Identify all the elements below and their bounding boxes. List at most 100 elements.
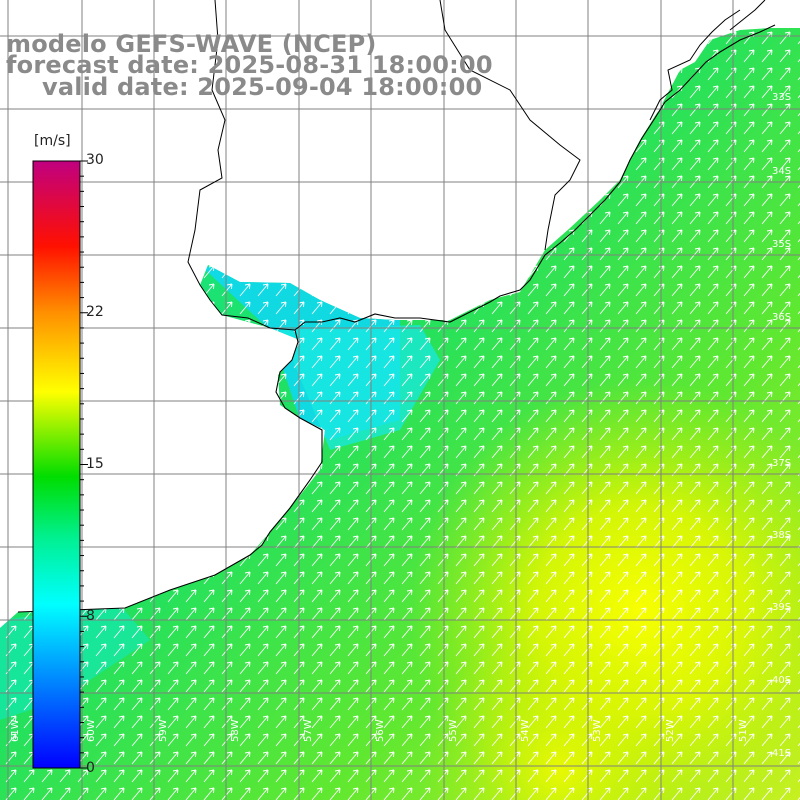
wind-arrow xyxy=(329,427,341,441)
wind-arrow xyxy=(491,697,503,711)
wind-arrow xyxy=(401,643,413,657)
wind-arrow xyxy=(743,535,755,549)
wind-arrow xyxy=(401,589,413,603)
wind-arrow xyxy=(275,625,287,639)
wind-arrow xyxy=(545,319,557,333)
wind-arrow xyxy=(383,283,395,297)
wind-arrow xyxy=(707,679,719,693)
wind-arrow xyxy=(689,661,701,675)
wind-arrow xyxy=(149,571,161,585)
wind-arrow xyxy=(743,661,755,675)
wind-arrow xyxy=(635,247,647,261)
wind-arrow xyxy=(707,121,719,135)
wind-arrow xyxy=(617,247,629,261)
wind-arrow xyxy=(347,121,359,135)
wind-arrow xyxy=(779,535,791,549)
wind-arrow xyxy=(563,265,575,279)
wind-arrow xyxy=(707,517,719,531)
wind-arrow xyxy=(221,283,233,297)
wind-arrow xyxy=(635,661,647,675)
wind-arrow xyxy=(347,679,359,693)
wind-arrow xyxy=(527,319,539,333)
wind-arrow xyxy=(599,607,611,621)
wind-arrow xyxy=(419,517,431,531)
wind-arrow xyxy=(545,445,557,459)
wind-arrow xyxy=(653,85,665,99)
wind-arrow xyxy=(671,247,683,261)
wind-arrow xyxy=(635,409,647,423)
wind-arrow xyxy=(275,571,287,585)
wind-arrow xyxy=(707,265,719,279)
wind-arrow xyxy=(347,247,359,261)
wind-arrow xyxy=(23,103,35,117)
lon-tick-61w: 61W xyxy=(10,719,21,742)
wind-arrow xyxy=(779,211,791,225)
wind-arrow xyxy=(527,337,539,351)
wind-arrow xyxy=(95,661,107,675)
wind-arrow xyxy=(167,733,179,747)
wind-arrow xyxy=(383,121,395,135)
wind-arrow xyxy=(347,607,359,621)
lon-tick-55w: 55W xyxy=(448,719,459,742)
wind-arrow xyxy=(185,319,197,333)
wind-arrow xyxy=(473,625,485,639)
wind-arrow xyxy=(221,733,233,747)
wind-arrow xyxy=(599,283,611,297)
wind-arrow xyxy=(689,553,701,567)
wind-arrow xyxy=(761,661,773,675)
wind-arrow xyxy=(491,607,503,621)
wind-arrow xyxy=(743,301,755,315)
wind-arrow xyxy=(563,355,575,369)
wind-arrow xyxy=(257,481,269,495)
wind-arrow xyxy=(347,391,359,405)
wind-arrow xyxy=(563,211,575,225)
wind-arrow xyxy=(545,787,557,800)
wind-arrow xyxy=(455,661,467,675)
wind-arrow xyxy=(167,103,179,117)
wind-arrow xyxy=(761,247,773,261)
wind-arrow xyxy=(257,679,269,693)
wind-arrow xyxy=(185,751,197,765)
wind-arrow xyxy=(239,697,251,711)
wind-arrow xyxy=(563,625,575,639)
wind-arrow xyxy=(167,355,179,369)
wind-arrow xyxy=(347,265,359,279)
wind-arrow xyxy=(473,229,485,243)
wind-arrow xyxy=(131,535,143,549)
wind-arrow xyxy=(275,355,287,369)
wind-arrow xyxy=(779,751,791,765)
lon-tick-60w: 60W xyxy=(86,719,97,742)
wind-arrow xyxy=(203,229,215,243)
wind-arrow xyxy=(617,229,629,243)
wind-arrow xyxy=(689,229,701,243)
wind-arrow xyxy=(131,337,143,351)
wind-arrow xyxy=(491,85,503,99)
wind-arrow xyxy=(311,121,323,135)
wind-arrow xyxy=(672,14,682,26)
wind-arrow xyxy=(401,751,413,765)
wind-arrow xyxy=(131,391,143,405)
wind-arrow xyxy=(635,571,647,585)
wind-arrow xyxy=(599,445,611,459)
wind-arrow xyxy=(95,697,107,711)
wind-arrow xyxy=(455,103,467,117)
wind-arrow xyxy=(707,733,719,747)
wind-arrow xyxy=(347,661,359,675)
wind-arrow xyxy=(617,301,629,315)
wind-arrow xyxy=(689,517,701,531)
wind-arrow xyxy=(347,193,359,207)
wind-arrow xyxy=(401,139,413,153)
wind-arrow xyxy=(563,445,575,459)
wind-arrow xyxy=(455,265,467,279)
wind-arrow xyxy=(600,14,610,26)
wind-arrow xyxy=(203,373,215,387)
wind-arrow xyxy=(401,121,413,135)
wind-arrow xyxy=(761,787,773,800)
wind-arrow xyxy=(401,211,413,225)
wind-arrow xyxy=(599,247,611,261)
wind-arrow xyxy=(77,139,89,153)
wind-arrow xyxy=(473,355,485,369)
wind-arrow xyxy=(473,337,485,351)
wind-arrow xyxy=(599,337,611,351)
wind-arrow xyxy=(329,751,341,765)
